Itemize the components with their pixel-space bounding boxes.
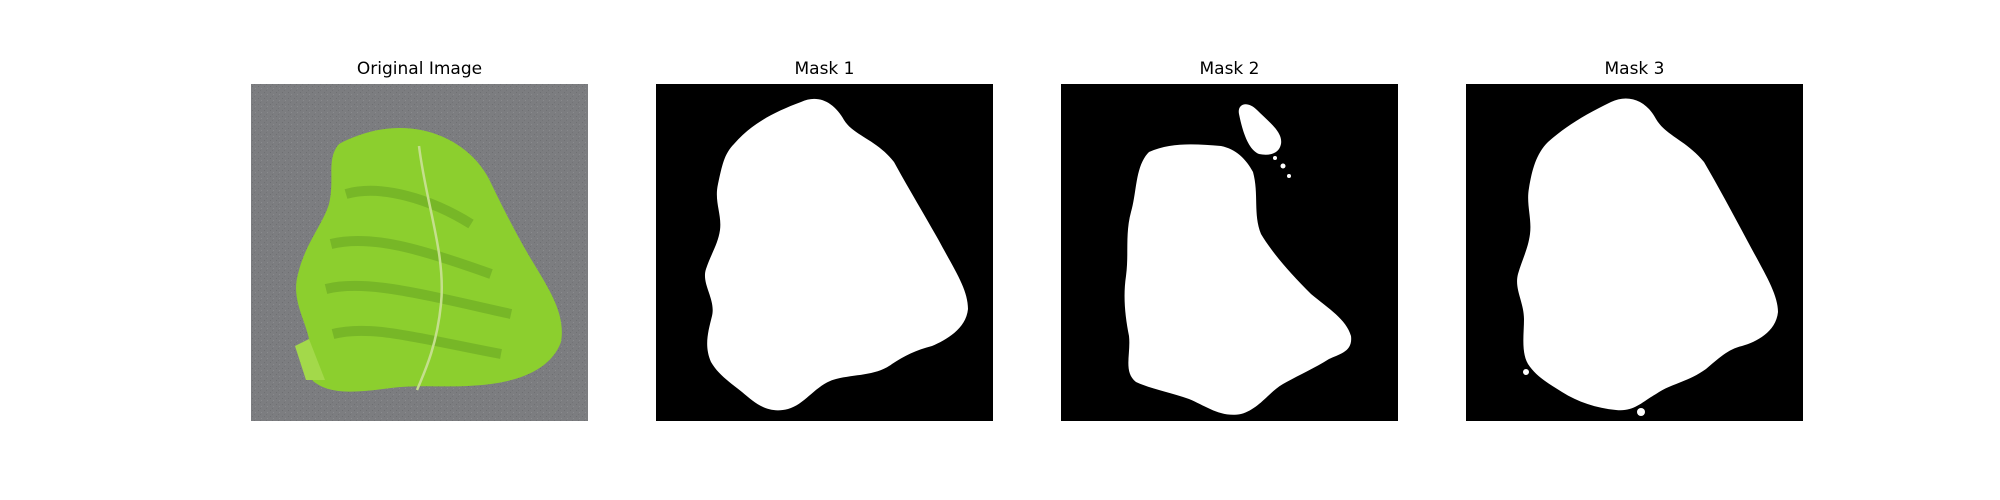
mask-speckle <box>1273 156 1277 160</box>
mask-region <box>704 98 968 411</box>
mask-3-svg <box>1466 84 1803 421</box>
mask-region <box>1517 98 1778 411</box>
mask-2-image <box>1061 84 1398 421</box>
mask-1-svg <box>656 84 993 421</box>
mask-protrusion <box>1238 104 1282 155</box>
mask-region <box>1124 144 1352 415</box>
mask-speckle <box>1691 341 1701 351</box>
panel-mask-3: Mask 3 <box>1466 0 1803 500</box>
original-image <box>251 84 588 421</box>
mask-3-image <box>1466 84 1803 421</box>
leaf-lobe <box>295 339 325 380</box>
mask-speckle <box>1280 163 1286 169</box>
mask-1-image <box>656 84 993 421</box>
original-image-svg <box>251 84 588 421</box>
panel-title: Mask 2 <box>1199 59 1260 79</box>
leaf-shading <box>324 185 513 359</box>
panel-title: Original Image <box>356 59 483 79</box>
panel-title: Mask 3 <box>1604 59 1665 79</box>
leaf <box>296 127 562 392</box>
mask-speckle <box>1637 408 1645 416</box>
mask-speckle <box>1523 369 1529 375</box>
mask-speckle <box>1287 174 1291 178</box>
mask-artifact <box>724 358 741 376</box>
mask-2-svg <box>1061 84 1398 421</box>
panel-title: Mask 1 <box>794 59 855 79</box>
panel-original-image: Original Image <box>251 0 588 500</box>
panel-mask-1: Mask 1 <box>656 0 993 500</box>
panel-mask-2: Mask 2 <box>1061 0 1398 500</box>
leaf-vein <box>415 145 443 391</box>
